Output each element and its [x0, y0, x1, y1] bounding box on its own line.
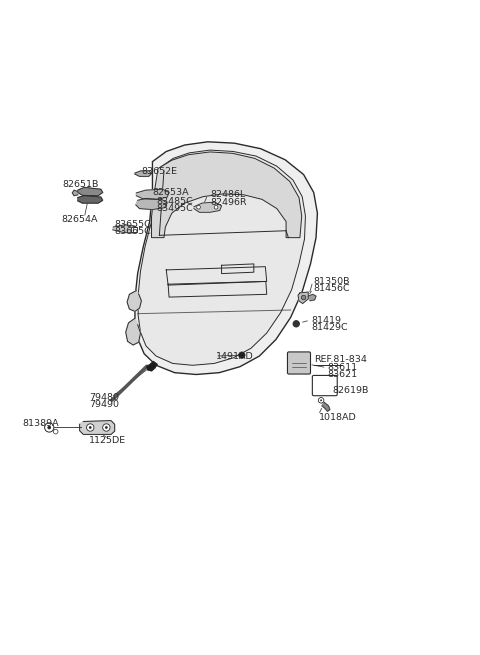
Circle shape [320, 400, 322, 402]
Polygon shape [126, 318, 141, 345]
Polygon shape [135, 171, 152, 176]
FancyBboxPatch shape [312, 375, 337, 396]
Text: 83621: 83621 [327, 371, 358, 379]
Text: 82486L: 82486L [210, 191, 245, 199]
Text: 83652E: 83652E [141, 167, 177, 176]
Text: 83655C: 83655C [115, 220, 151, 229]
Text: 1018AD: 1018AD [319, 413, 357, 422]
Circle shape [214, 206, 218, 209]
Circle shape [53, 429, 58, 434]
Polygon shape [127, 291, 142, 311]
Text: 79480: 79480 [89, 393, 119, 402]
Text: 82653A: 82653A [153, 188, 189, 197]
Polygon shape [78, 187, 103, 196]
Polygon shape [78, 196, 103, 203]
Circle shape [105, 426, 108, 429]
Text: 83485C: 83485C [156, 196, 193, 206]
Polygon shape [136, 189, 169, 199]
Circle shape [48, 426, 51, 429]
Text: 82619B: 82619B [332, 386, 369, 395]
Circle shape [318, 398, 324, 403]
Polygon shape [152, 152, 302, 238]
Text: 1491AD: 1491AD [216, 352, 254, 360]
Text: 81389A: 81389A [23, 419, 59, 428]
Text: 82654A: 82654A [61, 215, 98, 224]
FancyBboxPatch shape [288, 352, 311, 374]
Circle shape [86, 424, 94, 431]
Text: 81419: 81419 [312, 316, 341, 325]
Circle shape [89, 426, 92, 429]
Polygon shape [322, 402, 330, 411]
Text: REF.81-834: REF.81-834 [314, 355, 367, 364]
FancyBboxPatch shape [131, 227, 137, 232]
Polygon shape [138, 150, 305, 365]
Text: 83495C: 83495C [156, 204, 193, 213]
Text: 83665C: 83665C [115, 227, 151, 236]
Text: 81429C: 81429C [312, 323, 348, 332]
Polygon shape [136, 198, 167, 210]
Circle shape [301, 295, 306, 300]
Text: 83611: 83611 [327, 363, 358, 372]
Text: 81350B: 81350B [314, 277, 350, 286]
Text: 82496R: 82496R [210, 198, 247, 207]
Polygon shape [194, 202, 222, 212]
Circle shape [197, 206, 200, 209]
Polygon shape [135, 141, 317, 375]
Circle shape [45, 423, 54, 432]
Circle shape [293, 320, 300, 327]
Polygon shape [147, 362, 157, 371]
Circle shape [103, 424, 110, 431]
Polygon shape [298, 292, 308, 303]
Circle shape [239, 352, 245, 358]
Text: 1125DE: 1125DE [89, 436, 126, 445]
Text: 81456C: 81456C [314, 284, 350, 293]
Polygon shape [308, 294, 316, 301]
Polygon shape [80, 421, 115, 434]
Polygon shape [72, 190, 78, 196]
Text: 82651B: 82651B [62, 180, 99, 189]
Text: 79490: 79490 [89, 400, 119, 409]
Polygon shape [113, 225, 138, 233]
